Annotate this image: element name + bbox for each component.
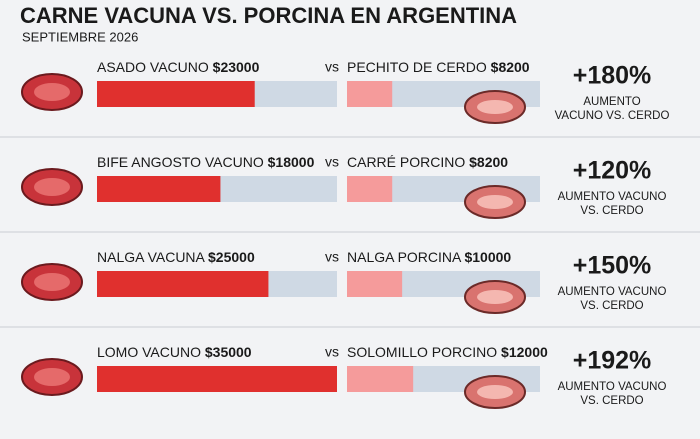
beef-name: LOMO VACUNO [97, 344, 201, 360]
beef-price: $35000 [205, 344, 252, 360]
pork-icon-fat [477, 385, 513, 399]
increase-label: +192% [573, 347, 652, 375]
pork-name: CARRÉ PORCINO [347, 154, 465, 170]
chart-title: CARNE VACUNA VS. PORCINA EN ARGENTINA [20, 3, 517, 28]
note-line: AUMENTO VACUNO [558, 286, 667, 298]
pork-name: SOLOMILLO PORCINO [347, 344, 497, 360]
pork-label: SOLOMILLO PORCINO $12000 [347, 344, 548, 360]
pork-icon-fat [477, 100, 513, 114]
beef-label: NALGA VACUNA $25000 [97, 249, 255, 265]
pork-name: PECHITO DE CERDO [347, 59, 487, 75]
increase-label: +150% [573, 252, 652, 280]
beef-icon-fat [34, 368, 70, 386]
vs-label: vs [325, 59, 339, 75]
note-line: VS. CERDO [580, 300, 643, 312]
increase-label: +120% [573, 157, 652, 185]
pork-bar [347, 271, 403, 297]
note-line: AUMENTO VACUNO [558, 191, 667, 203]
pork-price: $10000 [464, 249, 511, 265]
beef-bar [97, 81, 255, 107]
pork-icon-fat [477, 290, 513, 304]
pork-label: CARRÉ PORCINO $8200 [347, 154, 508, 170]
note-line: VACUNO VS. CERDO [555, 110, 670, 122]
vs-label: vs [325, 249, 339, 265]
chart-subtitle: SEPTIEMBRE 2026 [22, 29, 138, 44]
beef-label: BIFE ANGOSTO VACUNO $18000 [97, 154, 315, 170]
pork-price: $12000 [501, 344, 548, 360]
note-line: AUMENTO VACUNO [558, 381, 667, 393]
pork-label: NALGA PORCINA $10000 [347, 249, 511, 265]
pork-price: $8200 [491, 59, 530, 75]
pork-price: $8200 [469, 154, 508, 170]
beef-price: $18000 [268, 154, 315, 170]
beef-name: NALGA VACUNA [97, 249, 206, 265]
beef-name: ASADO VACUNO [97, 59, 209, 75]
vs-label: vs [325, 154, 339, 170]
beef-price: $25000 [208, 249, 255, 265]
beef-label: LOMO VACUNO $35000 [97, 344, 252, 360]
pork-icon-fat [477, 195, 513, 209]
note-line: VS. CERDO [580, 395, 643, 407]
beef-name: BIFE ANGOSTO VACUNO [97, 154, 264, 170]
increase-label: +180% [573, 62, 652, 90]
beef-price: $23000 [213, 59, 260, 75]
beef-bar [97, 366, 337, 392]
note-line: VS. CERDO [580, 205, 643, 217]
beef-icon-fat [34, 178, 70, 196]
pork-bar [347, 81, 393, 107]
pork-name: NALGA PORCINA [347, 249, 462, 265]
vs-label: vs [325, 344, 339, 360]
beef-icon-fat [34, 273, 70, 291]
beef-bar [97, 271, 269, 297]
beef-bar [97, 176, 221, 202]
note-line: AUMENTO [583, 96, 640, 108]
pork-label: PECHITO DE CERDO $8200 [347, 59, 530, 75]
beef-label: ASADO VACUNO $23000 [97, 59, 260, 75]
pork-bar [347, 366, 414, 392]
beef-icon-fat [34, 83, 70, 101]
pork-bar [347, 176, 393, 202]
